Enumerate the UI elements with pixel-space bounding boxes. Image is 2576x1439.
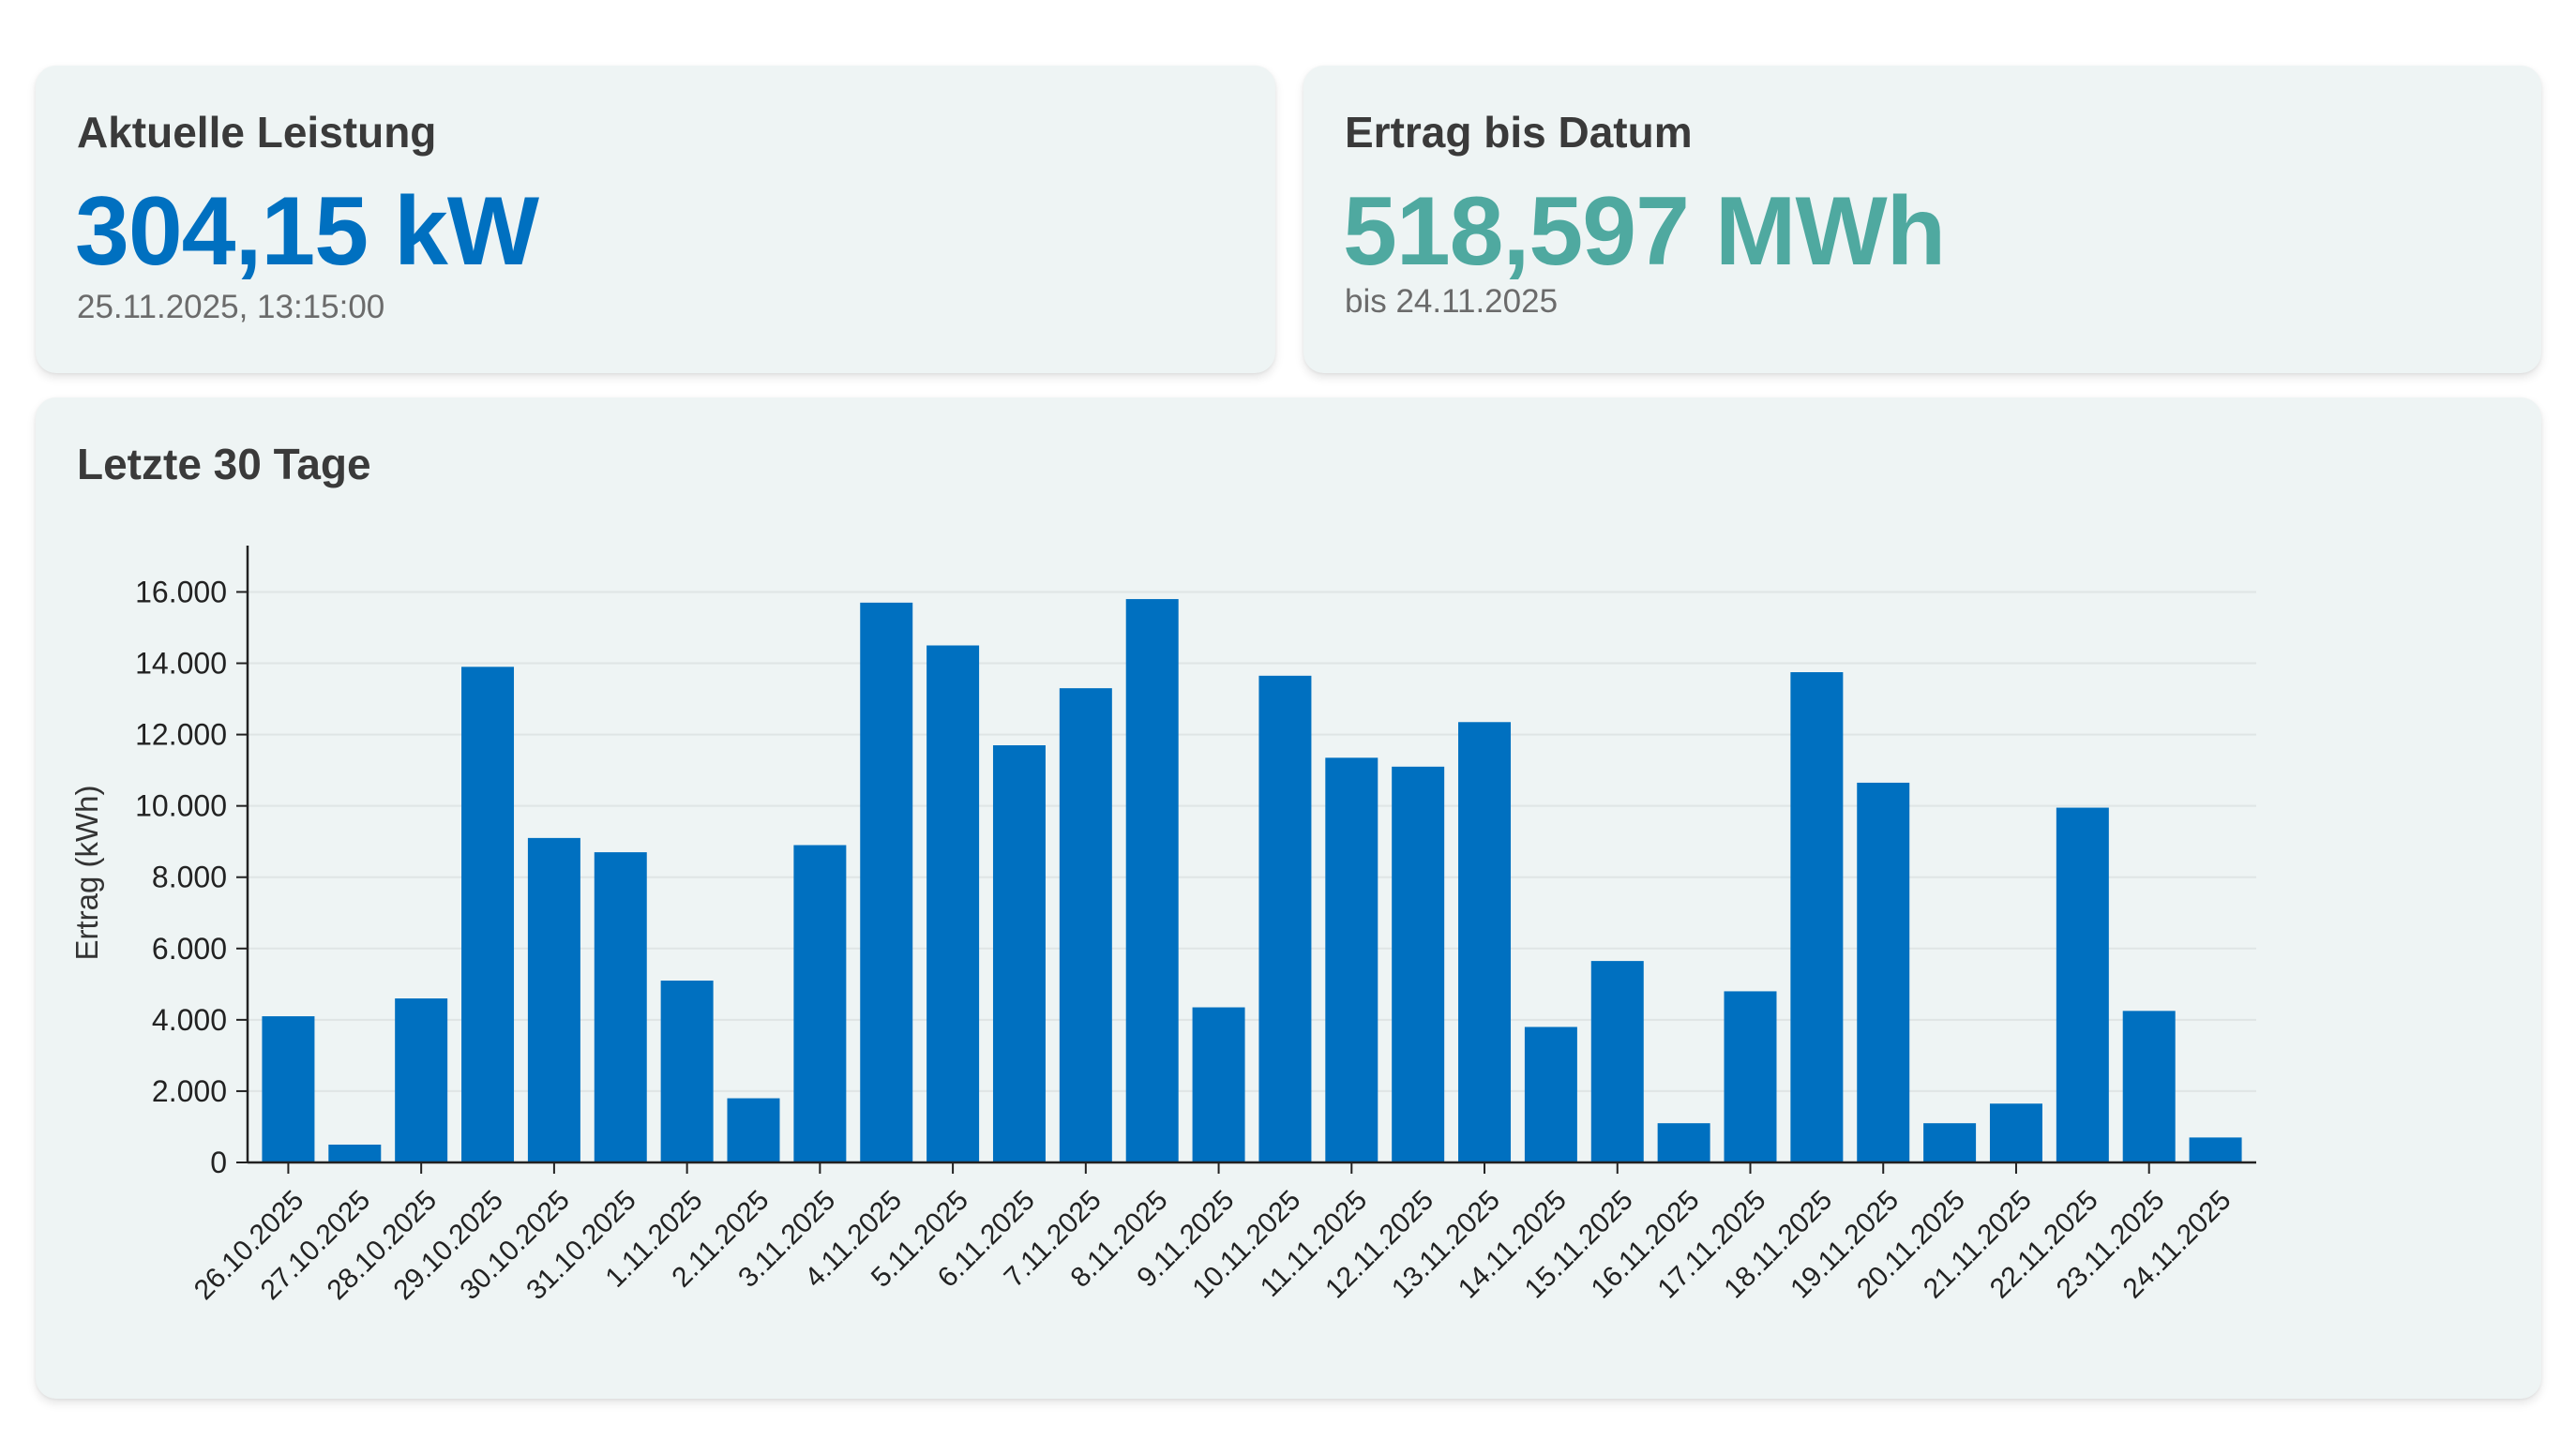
bar-26.10.2025	[262, 1016, 315, 1162]
bar-21.11.2025	[1989, 1103, 2042, 1162]
bar-19.11.2025	[1857, 782, 1910, 1162]
bar-6.11.2025	[992, 744, 1046, 1162]
y-axis-label: Ertrag (kWh)	[69, 785, 104, 960]
bar-3.11.2025	[793, 845, 847, 1162]
y-tick-label: 8.000	[152, 861, 227, 894]
bar-29.10.2025	[461, 667, 515, 1162]
bar-14.11.2025	[1524, 1027, 1577, 1162]
bar-23.11.2025	[2122, 1011, 2176, 1162]
current-power-value: 304,15 kW	[75, 177, 539, 286]
bar-8.11.2025	[1125, 599, 1179, 1162]
current-power-card: Aktuelle Leistung 304,15 kW 25.11.2025, …	[36, 66, 1275, 373]
bar-11.11.2025	[1325, 757, 1378, 1162]
y-tick-label: 14.000	[135, 647, 227, 681]
bar-17.11.2025	[1724, 991, 1777, 1162]
bar-30.10.2025	[527, 837, 580, 1162]
last-30-days-card: Letzte 30 Tage 0 2.000 4.000 6.000 8.000 10.0…	[36, 397, 2541, 1399]
daily-yield-bar-chart: 0 2.000 4.000 6.000 8.000 10.000 12.000 14.000 1…	[69, 546, 2256, 1306]
bar-10.11.2025	[1258, 675, 1312, 1162]
current-power-timestamp: 25.11.2025, 13:15:00	[77, 289, 385, 325]
bar-7.11.2025	[1059, 688, 1112, 1162]
total-yield-subtitle: bis 24.11.2025	[1345, 283, 1559, 320]
chart-axes	[246, 546, 2256, 1164]
total-yield-title: Ertrag bis Datum	[1345, 108, 1693, 157]
bar-20.11.2025	[1923, 1123, 1977, 1162]
bar-28.10.2025	[395, 998, 448, 1162]
chart-title: Letzte 30 Tage	[77, 440, 371, 488]
bar-2.11.2025	[727, 1098, 780, 1162]
y-tick-label: 0	[210, 1146, 227, 1179]
x-axis-ticks: 26.10.202527.10.202528.10.202529.10.2025…	[188, 1162, 2237, 1306]
y-tick-label: 6.000	[152, 932, 227, 966]
bar-13.11.2025	[1458, 722, 1512, 1162]
bar-27.10.2025	[328, 1144, 382, 1162]
y-tick-label: 12.000	[135, 718, 227, 752]
bar-1.11.2025	[660, 981, 714, 1162]
total-yield-value: 518,597 MWh	[1343, 177, 1946, 286]
bar-31.10.2025	[594, 852, 647, 1162]
bar-22.11.2025	[2056, 807, 2109, 1162]
y-axis-ticks: 0 2.000 4.000 6.000 8.000 10.000 12.000 14.000 1…	[135, 575, 248, 1179]
current-power-title: Aktuelle Leistung	[77, 108, 437, 157]
y-tick-label: 2.000	[152, 1074, 227, 1108]
y-tick-label: 10.000	[135, 789, 227, 823]
bar-15.11.2025	[1590, 961, 1644, 1162]
bar-4.11.2025	[860, 602, 913, 1162]
bar-24.11.2025	[2189, 1137, 2242, 1162]
y-tick-label: 16.000	[135, 575, 227, 608]
bar-16.11.2025	[1657, 1123, 1710, 1162]
y-tick-label: 4.000	[152, 1003, 227, 1037]
total-yield-card: Ertrag bis Datum 518,597 MWh bis 24.11.2…	[1303, 66, 2541, 373]
bar-18.11.2025	[1790, 672, 1844, 1162]
bar-9.11.2025	[1192, 1007, 1245, 1162]
chart-gridlines	[248, 591, 2256, 1092]
chart-bars	[262, 599, 2242, 1162]
bar-12.11.2025	[1392, 766, 1445, 1162]
bar-5.11.2025	[926, 645, 980, 1162]
